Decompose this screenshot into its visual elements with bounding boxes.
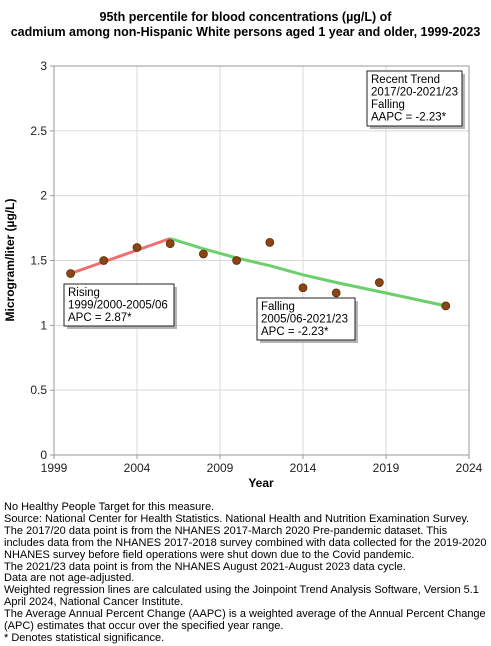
annotation-text: Recent Trend [371, 74, 440, 86]
x-tick-label: 2014 [290, 461, 317, 475]
y-axis-label: Microgram/liter (µg/L) [3, 199, 17, 322]
y-tick-label: 2.5 [30, 124, 47, 138]
annotation-text: Falling [371, 99, 405, 111]
x-tick-label: 2009 [207, 461, 234, 475]
annotation-box [366, 70, 463, 127]
data-points [66, 237, 451, 311]
y-tick-label: 1 [40, 318, 47, 332]
annotation-box [63, 283, 175, 327]
y-tick-label: 2 [40, 189, 47, 203]
x-tick-label: 1999 [41, 461, 68, 475]
data-point[interactable] [374, 278, 384, 287]
y-tick-label: 1.5 [30, 254, 47, 268]
annotation-text: AAPC = -2.23* [371, 112, 447, 124]
y-tick-label: 3 [40, 59, 47, 73]
footnote-joinpoint: Weighted regression lines are calculated… [4, 584, 479, 609]
y-tick-label: 0.5 [30, 383, 47, 397]
annotation-text: 2017/20-2021/23 [371, 87, 458, 99]
regression-lines [70, 237, 447, 308]
x-tick-label: 2024 [456, 461, 483, 475]
regression-line-rising [70, 237, 171, 275]
data-point[interactable] [66, 269, 75, 278]
data-point[interactable] [298, 283, 308, 293]
x-tick-label: 2019 [373, 461, 400, 475]
footnote-age-adjusted: Data are not age-adjusted. [4, 572, 135, 585]
annotation-text: Falling [261, 301, 295, 313]
data-point[interactable] [265, 237, 275, 247]
footnote-2017-20: The 2017/20 data point is from the NHANE… [4, 524, 487, 561]
annotation-text: APC = 2.87* [68, 312, 132, 324]
chart-title-line-1: 95th percentile for blood concentrations… [99, 10, 392, 24]
footnote-source: Source: National Center for Health Stati… [4, 512, 470, 525]
data-point[interactable] [132, 243, 142, 252]
annotation-text: APC = -2.23* [261, 326, 329, 338]
annotation-box [256, 297, 356, 341]
trend-chart: 0 0.5 1 1.5 2 2.5 3 1999 2004 2009 2014 2019 2024 Ri… [3, 59, 483, 490]
annotation-text: 2005/06-2021/23 [261, 314, 348, 326]
data-point[interactable] [331, 288, 341, 298]
footnote-aapc: The Average Annual Percent Change (AAPC)… [4, 608, 486, 633]
axis-ticks: 0 0.5 1 1.5 2 2.5 3 1999 2004 2009 2014 2019 2024 [30, 59, 482, 475]
data-point[interactable] [99, 256, 109, 265]
y-tick-label: 0 [40, 448, 47, 462]
chart-title: 95th percentile for blood concentrations… [0, 10, 491, 40]
footnote-2021-23: The 2021/23 data point is from the NHANE… [4, 560, 406, 573]
footnote-healthy-people: No Healthy People Target for this measur… [4, 501, 215, 513]
footnote-significance: * Denotes statistical significance. [4, 631, 165, 644]
data-point[interactable] [232, 256, 242, 265]
data-point[interactable] [441, 301, 451, 311]
annotation-text: Rising [68, 287, 100, 299]
data-point[interactable] [165, 239, 175, 249]
chart-title-line-2: cadmium among non-Hispanic White persons… [10, 25, 481, 39]
annotation-text: 1999/2000-2005/06 [68, 300, 168, 312]
regression-line-falling [169, 237, 447, 308]
footnotes: No Healthy People Target for this measur… [4, 501, 488, 645]
data-point[interactable] [198, 249, 208, 259]
x-tick-label: 2004 [124, 461, 151, 475]
x-axis-label: Year [248, 476, 274, 490]
